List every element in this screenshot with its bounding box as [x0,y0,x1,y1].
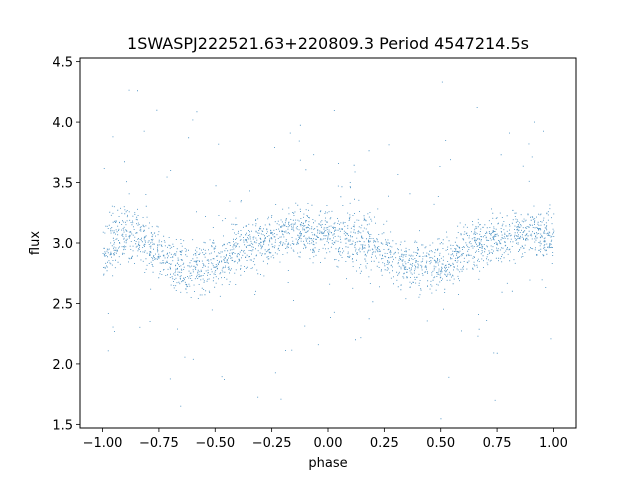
x-tick-label: −0.75 [139,436,179,451]
y-tick-label: 4.5 [52,56,73,71]
x-tick-label: 0.00 [314,436,343,451]
y-tick-label: 4.0 [52,116,73,131]
y-axis-label: flux [28,231,43,255]
x-tick-label: −1.00 [83,436,123,451]
y-axis: 1.5 2.0 2.5 3.0 3.5 4.0 4.5 [52,56,80,433]
x-tick-label: −0.25 [252,436,292,451]
x-axis: −1.00 −0.75 −0.50 −0.25 0.00 0.25 0.50 0.75 1.00 [83,428,568,451]
y-tick-label: 3.0 [52,237,73,252]
x-tick-label: 0.50 [426,436,455,451]
x-tick-label: 0.25 [370,436,399,451]
x-axis-label: phase [308,456,347,471]
y-tick-label: 1.5 [52,418,73,433]
y-tick-label: 2.5 [52,297,73,312]
x-tick-label: 0.75 [483,436,512,451]
y-tick-label: 3.5 [52,177,73,192]
x-tick-label: 1.00 [539,436,568,451]
chart-title: 1SWASPJ222521.63+220809.3 Period 4547214… [127,34,529,53]
x-tick-label: −0.50 [195,436,235,451]
y-tick-label: 2.0 [52,358,73,373]
